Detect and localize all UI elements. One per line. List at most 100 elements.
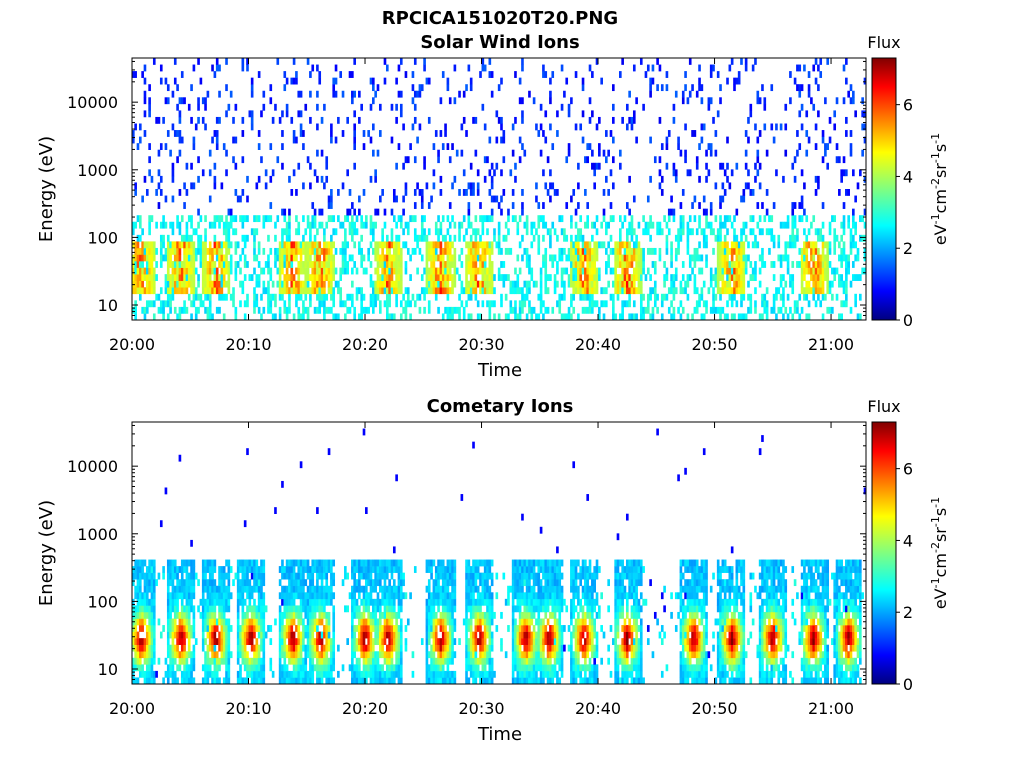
- heatmap-cell: [586, 274, 589, 281]
- heatmap-cell: [561, 274, 564, 281]
- heatmap-cell: [218, 632, 221, 639]
- heatmap-cell: [395, 300, 398, 307]
- heatmap-cell: [773, 241, 776, 248]
- heatmap-cell: [489, 268, 492, 275]
- heatmap-cell: [596, 268, 599, 275]
- heatmap-cell: [242, 599, 245, 606]
- heatmap-cell: [272, 117, 275, 124]
- heatmap-cell: [349, 189, 352, 196]
- heatmap-cell: [288, 255, 291, 262]
- heatmap-cell: [188, 632, 191, 639]
- heatmap-cell: [279, 281, 282, 288]
- heatmap-cell: [435, 281, 438, 288]
- heatmap-cell: [221, 592, 224, 599]
- heatmap-cell: [279, 625, 282, 632]
- heatmap-cell: [447, 78, 450, 85]
- heatmap-cell: [321, 651, 324, 658]
- heatmap-cell: [346, 638, 349, 645]
- heatmap-cell: [316, 586, 319, 593]
- heatmap-cell: [374, 586, 377, 593]
- heatmap-cell: [400, 255, 403, 262]
- heatmap-cell: [211, 573, 214, 580]
- heatmap-cell: [777, 235, 780, 242]
- heatmap-cell: [833, 215, 836, 222]
- heatmap-cell: [325, 638, 328, 645]
- heatmap-cell: [670, 274, 673, 281]
- heatmap-cell: [682, 91, 685, 98]
- heatmap-cell: [726, 255, 729, 262]
- heatmap-cell: [486, 156, 489, 163]
- heatmap-cell: [740, 281, 743, 288]
- heatmap-cell: [242, 222, 245, 229]
- heatmap-cell: [216, 65, 219, 72]
- heatmap-cell: [843, 169, 846, 176]
- heatmap-cell: [805, 313, 808, 320]
- heatmap-cell: [638, 274, 641, 281]
- heatmap-cell: [242, 281, 245, 288]
- heatmap-cell: [223, 632, 226, 639]
- heatmap-cell: [542, 300, 545, 307]
- heatmap-cell: [176, 651, 179, 658]
- heatmap-cell: [237, 566, 240, 573]
- heatmap-cell: [377, 241, 380, 248]
- heatmap-cell: [812, 104, 815, 111]
- heatmap-cell: [246, 632, 249, 639]
- heatmap-cell: [840, 300, 843, 307]
- heatmap-cell: [283, 287, 286, 294]
- heatmap-cell: [805, 110, 808, 117]
- heatmap-cell: [251, 124, 254, 131]
- heatmap-cell: [332, 573, 335, 580]
- heatmap-cell: [831, 294, 834, 301]
- heatmap-cell: [500, 124, 503, 131]
- heatmap-cell: [421, 287, 424, 294]
- heatmap-cell: [211, 625, 214, 632]
- heatmap-cell: [211, 248, 214, 255]
- heatmap-cell: [342, 91, 345, 98]
- heatmap-cell: [193, 592, 196, 599]
- heatmap-cell: [719, 248, 722, 255]
- heatmap-cell: [805, 268, 808, 275]
- heatmap-cell: [304, 592, 307, 599]
- heatmap-cell: [144, 255, 147, 262]
- heatmap-cell: [167, 645, 170, 652]
- heatmap-cell: [519, 156, 522, 163]
- heatmap-cell: [244, 586, 247, 593]
- heatmap-cell: [384, 78, 387, 85]
- heatmap-cell: [176, 612, 179, 619]
- heatmap-cell: [267, 235, 270, 242]
- heatmap-cell: [661, 84, 664, 91]
- heatmap-cell: [537, 130, 540, 137]
- heatmap-cell: [738, 287, 741, 294]
- heatmap-cell: [274, 104, 277, 111]
- heatmap-cell: [153, 281, 156, 288]
- heatmap-cell: [384, 281, 387, 288]
- heatmap-cell: [144, 586, 147, 593]
- heatmap-cell: [815, 143, 818, 150]
- heatmap-cell: [810, 241, 813, 248]
- heatmap-cell: [582, 261, 585, 268]
- heatmap-cell: [330, 130, 333, 137]
- heatmap-cell: [682, 274, 685, 281]
- heatmap-cell: [221, 274, 224, 281]
- heatmap-cell: [179, 287, 182, 294]
- heatmap-cell: [377, 677, 380, 684]
- heatmap-cell: [838, 156, 841, 163]
- heatmap-cell: [323, 182, 326, 189]
- heatmap-cell: [302, 619, 305, 626]
- heatmap-cell: [698, 268, 701, 275]
- heatmap-cell: [673, 117, 676, 124]
- heatmap-cell: [302, 592, 305, 599]
- heatmap-cell: [819, 274, 822, 281]
- heatmap-cell: [221, 294, 224, 301]
- heatmap-cell: [498, 274, 501, 281]
- heatmap-cell: [316, 176, 319, 183]
- heatmap-cell: [440, 281, 443, 288]
- heatmap-cell: [468, 222, 471, 229]
- heatmap-cell: [458, 228, 461, 235]
- heatmap-cell: [237, 651, 240, 658]
- heatmap-cell: [172, 645, 175, 652]
- heatmap-cell: [151, 255, 154, 262]
- heatmap-cell: [796, 228, 799, 235]
- heatmap-cell: [158, 169, 161, 176]
